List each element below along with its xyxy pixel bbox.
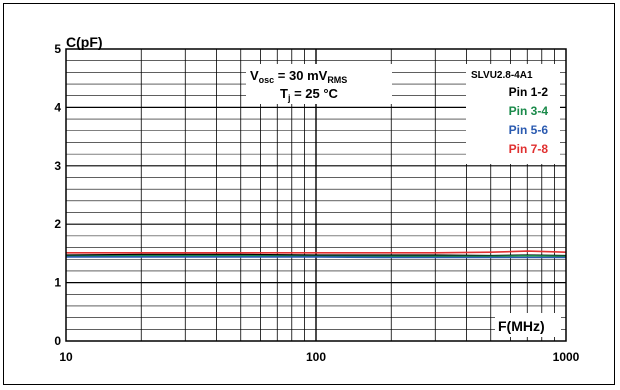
tick-labels: 0 1 2 3 4 5 10 100 1000 — [54, 42, 579, 364]
legend-item-pin-7-8: Pin 7-8 — [509, 142, 549, 156]
legend-item-pin-3-4: Pin 3-4 — [509, 104, 549, 118]
conditions-box: Vosc = 30 mVRMS Tj = 25 °C — [246, 64, 392, 104]
y-tick-label: 2 — [54, 217, 61, 231]
x-tick-label: 1000 — [553, 350, 580, 364]
vosc-label: Vosc = 30 mVRMS — [250, 68, 347, 85]
legend-title: SLVU2.8-4A1 — [471, 70, 533, 81]
legend: SLVU2.8-4A1 Pin 1-2 Pin 3-4 Pin 5-6 Pin 7-8 — [466, 64, 560, 164]
series-line-pin-3-4 — [65, 254, 567, 258]
y-tick-label: 5 — [54, 42, 61, 56]
legend-item-pin-1-2: Pin 1-2 — [509, 85, 549, 99]
x-tick-label: 10 — [59, 350, 73, 364]
x-tick-label: 100 — [306, 350, 326, 364]
y-axis-label: C(pF) — [66, 34, 103, 50]
tj-label: Tj = 25 °C — [280, 86, 339, 103]
y-tick-label: 0 — [54, 334, 61, 348]
conditions-background — [246, 64, 392, 104]
x-axis-label: F(MHz) — [498, 318, 545, 334]
series-line-pin-7-8 — [66, 250, 567, 254]
x-axis-label-background — [495, 313, 561, 337]
legend-item-pin-5-6: Pin 5-6 — [509, 123, 549, 137]
series-lines — [65, 250, 567, 259]
y-tick-label: 1 — [54, 276, 61, 290]
x-axis-label-box: F(MHz) — [495, 313, 561, 337]
legend-background — [466, 64, 560, 164]
y-tick-label: 3 — [54, 159, 61, 173]
series-line-pin-5-6 — [66, 256, 566, 259]
y-tick-label: 4 — [54, 100, 61, 114]
plot-border — [65, 48, 567, 342]
chart-frame — [3, 3, 615, 385]
